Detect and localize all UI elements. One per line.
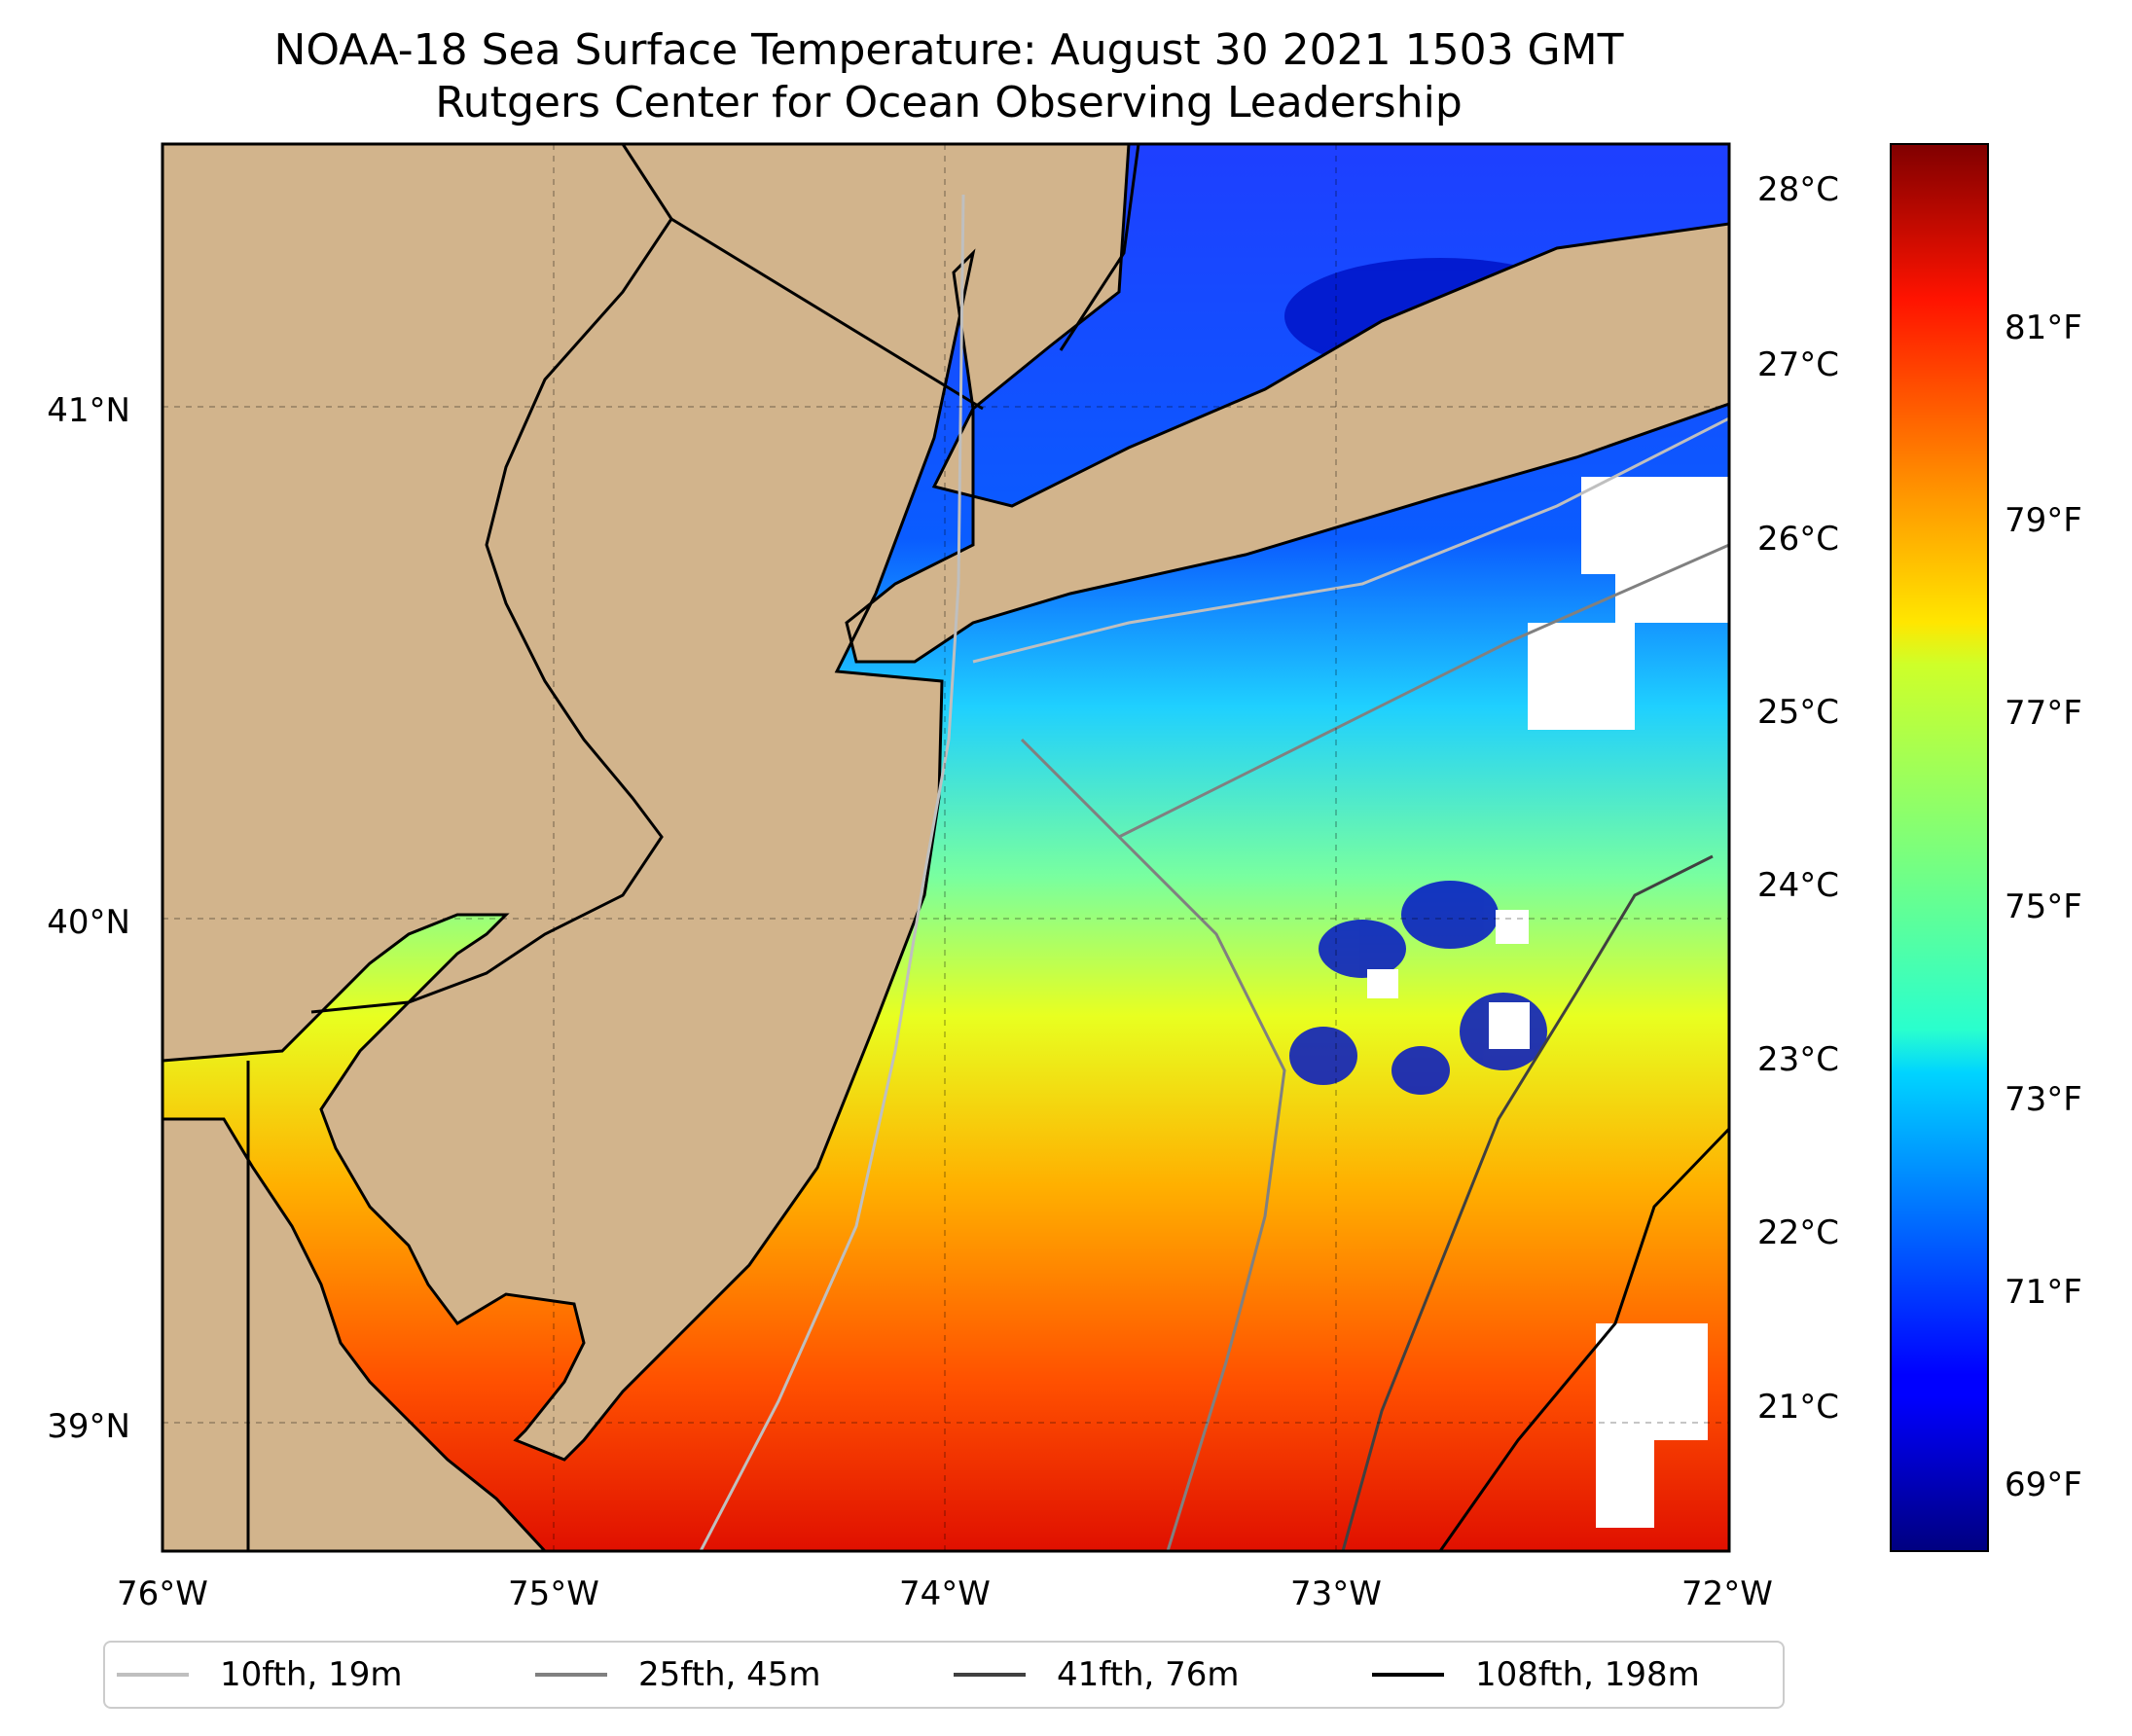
lon-label-72: 72°W [1681, 1574, 1773, 1613]
colorbar-f-tick: 77°F [2005, 694, 2082, 733]
lon-label-75: 75°W [508, 1574, 599, 1613]
map-frame [161, 142, 1731, 1553]
colorbar-c-tick: 28°C [1757, 170, 1840, 209]
isobath-10fth [699, 194, 1729, 1551]
legend-item-25fth: 25fth, 45m [535, 1643, 821, 1707]
lat-label-40: 40°N [47, 903, 130, 942]
map-subtitle: Rutgers Center for Ocean Observing Leade… [435, 78, 1463, 127]
colorbar-c-tick: 25°C [1757, 693, 1840, 732]
lon-label-74: 74°W [899, 1574, 991, 1613]
map-title: NOAA-18 Sea Surface Temperature: August … [273, 25, 1624, 75]
colorbar-f-tick: 73°F [2005, 1080, 2082, 1119]
isobath-legend: 10fth, 19m 25fth, 45m 41fth, 76m 108fth,… [103, 1641, 1785, 1709]
legend-item-108fth: 108fth, 198m [1372, 1643, 1700, 1707]
legend-item-41fth: 41fth, 76m [954, 1643, 1240, 1707]
colorbar-c-tick: 23°C [1757, 1040, 1840, 1079]
legend-swatch [1372, 1673, 1444, 1677]
lon-label-76: 76°W [117, 1574, 208, 1613]
lat-label-39: 39°N [47, 1407, 130, 1446]
colorbar-f-tick: 69°F [2005, 1465, 2082, 1504]
colorbar-f-tick: 75°F [2005, 887, 2082, 926]
colorbar-c-tick: 22°C [1757, 1213, 1840, 1252]
colorbar-c-tick: 27°C [1757, 345, 1840, 384]
legend-label: 10fth, 19m [220, 1655, 403, 1694]
legend-label: 25fth, 45m [638, 1655, 821, 1694]
colorbar-c-tick: 24°C [1757, 866, 1840, 905]
isobath-41fth [1341, 854, 1714, 1551]
colorbar-c-tick: 26°C [1757, 520, 1840, 559]
colorbar-c-tick: 21°C [1757, 1388, 1840, 1427]
land-south-delaware [163, 1117, 548, 1551]
legend-swatch [535, 1673, 607, 1677]
legend-swatch [117, 1673, 189, 1677]
colorbar [1890, 143, 1989, 1552]
colorbar-f-tick: 79°F [2005, 501, 2082, 540]
colorbar-f-tick: 71°F [2005, 1273, 2082, 1312]
lat-label-41: 41°N [47, 391, 130, 430]
isobath-25fth [1020, 543, 1729, 1551]
legend-label: 41fth, 76m [1057, 1655, 1240, 1694]
state-boundaries [246, 144, 1140, 1551]
legend-item-10fth: 10fth, 19m [117, 1643, 403, 1707]
lon-label-73: 73°W [1290, 1574, 1382, 1613]
legend-swatch [954, 1673, 1026, 1677]
gridlines [163, 144, 1729, 1551]
colorbar-f-tick: 81°F [2005, 308, 2082, 347]
isobaths [699, 194, 1729, 1551]
legend-label: 108fth, 198m [1475, 1655, 1700, 1694]
land-mass [163, 144, 1729, 1462]
cloud-mask [1367, 477, 1729, 1528]
isobath-108fth [1438, 1127, 1729, 1551]
